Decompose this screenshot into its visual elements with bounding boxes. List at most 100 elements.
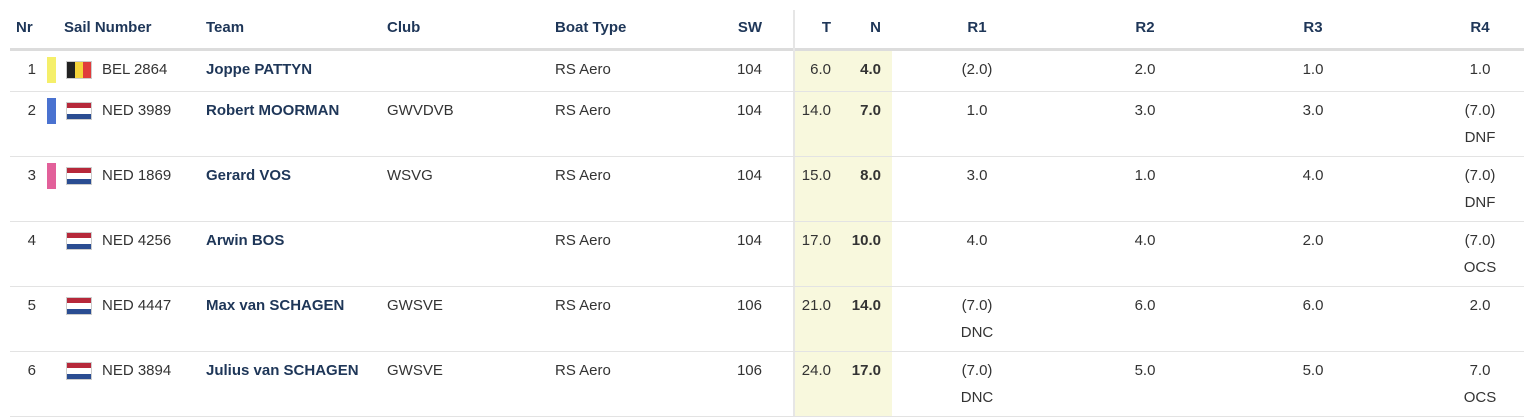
boat-type: RS Aero <box>555 297 611 314</box>
total: 24.0 <box>801 362 831 379</box>
sail-number: NED 1869 <box>102 167 172 184</box>
rank: 2 <box>27 102 36 119</box>
column-header[interactable]: R4 <box>1470 19 1490 36</box>
rank: 4 <box>27 232 36 249</box>
race-score: (7.0) <box>961 297 993 314</box>
total-column-bg <box>794 51 892 416</box>
race-score: 2.0 <box>1469 297 1491 314</box>
race-score: 2.0 <box>1134 61 1156 78</box>
boat-type: RS Aero <box>555 102 611 119</box>
race-score: (7.0) <box>1464 167 1496 184</box>
race-score: 2.0 <box>1302 232 1324 249</box>
sw: 104 <box>736 232 762 249</box>
sw: 104 <box>736 102 762 119</box>
flag <box>66 167 92 185</box>
color-marker <box>47 98 56 124</box>
row-separator <box>10 156 1524 157</box>
race-score: (7.0) <box>961 362 993 379</box>
row-separator <box>10 416 1524 417</box>
race-score: (2.0) <box>961 61 993 78</box>
club: GWSVE <box>387 297 443 314</box>
row-separator <box>10 286 1524 287</box>
total: 15.0 <box>801 167 831 184</box>
column-divider <box>793 10 795 416</box>
club: GWSVE <box>387 362 443 379</box>
total: 14.0 <box>801 102 831 119</box>
column-header[interactable]: Boat Type <box>555 19 627 36</box>
team-name[interactable]: Robert MOORMAN <box>206 102 340 119</box>
club: WSVG <box>387 167 433 184</box>
column-header[interactable]: Team <box>206 19 245 36</box>
boat-type: RS Aero <box>555 61 611 78</box>
team-name[interactable]: Arwin BOS <box>206 232 285 249</box>
rank: 1 <box>27 61 36 78</box>
color-marker <box>47 163 56 189</box>
race-score: 5.0 <box>1134 362 1156 379</box>
race-score: 3.0 <box>1134 102 1156 119</box>
net: 4.0 <box>860 61 881 78</box>
flag <box>66 232 92 250</box>
race-score: (7.0) <box>1464 232 1496 249</box>
flag <box>66 102 92 120</box>
race-score: 1.0 <box>1469 61 1491 78</box>
race-score: 7.0 <box>1469 362 1491 379</box>
row-separator <box>10 221 1524 222</box>
column-header[interactable]: Nr <box>16 19 33 36</box>
net: 10.0 <box>851 232 881 249</box>
column-header[interactable]: R3 <box>1303 19 1323 36</box>
column-header[interactable]: T <box>821 19 831 36</box>
race-score: 1.0 <box>966 102 988 119</box>
race-score: 5.0 <box>1302 362 1324 379</box>
race-code: DNC <box>960 389 994 406</box>
flag <box>66 297 92 315</box>
sail-number: NED 4256 <box>102 232 172 249</box>
sw: 106 <box>736 362 762 379</box>
team-name[interactable]: Joppe PATTYN <box>206 61 313 78</box>
flag <box>66 362 92 380</box>
sw: 104 <box>736 167 762 184</box>
flag <box>66 61 92 79</box>
column-header[interactable]: R1 <box>967 19 987 36</box>
column-header[interactable]: N <box>870 19 881 36</box>
race-score: (7.0) <box>1464 102 1496 119</box>
race-score: 3.0 <box>966 167 988 184</box>
boat-type: RS Aero <box>555 232 611 249</box>
club: GWVDVB <box>387 102 454 119</box>
race-score: 4.0 <box>966 232 988 249</box>
team-name[interactable]: Julius van SCHAGEN <box>206 362 359 379</box>
race-code: DNF <box>1464 129 1496 146</box>
total: 21.0 <box>801 297 831 314</box>
net: 14.0 <box>851 297 881 314</box>
row-separator <box>10 91 1524 92</box>
row-separator <box>10 351 1524 352</box>
rank: 3 <box>27 167 36 184</box>
rank: 6 <box>27 362 36 379</box>
total: 17.0 <box>801 232 831 249</box>
sail-number: NED 4447 <box>102 297 172 314</box>
sail-number: BEL 2864 <box>102 61 168 78</box>
team-name[interactable]: Gerard VOS <box>206 167 292 184</box>
race-score: 3.0 <box>1302 102 1324 119</box>
sail-number: NED 3894 <box>102 362 172 379</box>
boat-type: RS Aero <box>555 362 611 379</box>
column-header[interactable]: Sail Number <box>64 19 152 36</box>
race-code: OCS <box>1463 389 1497 406</box>
race-score: 4.0 <box>1302 167 1324 184</box>
rank: 5 <box>27 297 36 314</box>
race-score: 6.0 <box>1134 297 1156 314</box>
net: 17.0 <box>851 362 881 379</box>
column-header[interactable]: Club <box>387 19 421 36</box>
net: 8.0 <box>860 167 881 184</box>
sw: 104 <box>736 61 762 78</box>
race-score: 1.0 <box>1134 167 1156 184</box>
sail-number: NED 3989 <box>102 102 172 119</box>
race-code: OCS <box>1463 259 1497 276</box>
race-score: 1.0 <box>1302 61 1324 78</box>
column-header[interactable]: R2 <box>1135 19 1155 36</box>
race-score: 6.0 <box>1302 297 1324 314</box>
total: 6.0 <box>810 61 831 78</box>
column-header[interactable]: SW <box>737 19 762 36</box>
sw: 106 <box>736 297 762 314</box>
team-name[interactable]: Max van SCHAGEN <box>206 297 345 314</box>
